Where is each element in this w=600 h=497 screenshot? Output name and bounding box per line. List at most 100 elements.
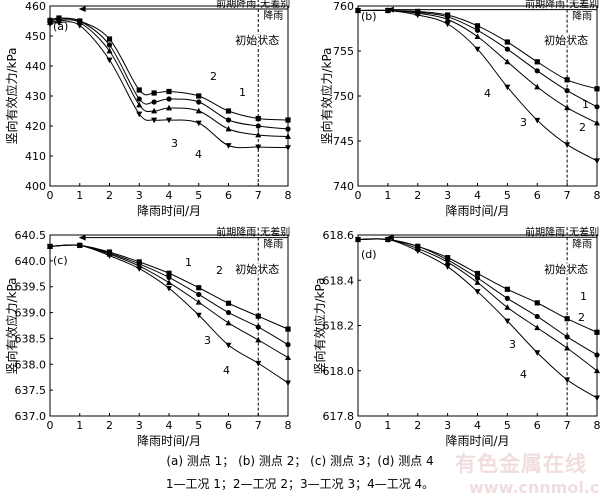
x-tick-label: 5 [195,419,202,432]
series-4-point [384,237,391,243]
series-4-point [136,266,143,272]
series-4-point [355,8,361,14]
x-tick-label: 6 [534,189,541,202]
series-2-point [534,313,540,320]
series-label-3: 3 [171,137,178,150]
series-4-point [414,12,421,19]
series-1-point [564,77,570,83]
series-1-point [255,115,261,122]
series-2-point [166,274,172,281]
y-axis-label: 竖向有效应力/kPa [4,277,19,374]
series-4-point [285,145,291,151]
series-3-point [225,319,232,326]
x-tick-label: 5 [504,419,511,432]
series-label-1: 1 [582,98,589,111]
series-2-point [166,96,172,102]
series-2-point [255,123,261,129]
series-4-point [166,285,172,292]
series-2-point [474,27,481,33]
series-label-2: 2 [578,311,585,324]
series-4-point [76,242,83,249]
series-4-point [285,380,291,387]
y-tick-label: 760 [333,0,354,13]
series-4-point [504,84,511,91]
series-label-2: 2 [210,70,217,83]
x-tick-label: 2 [106,419,113,432]
series-1-point [504,286,510,292]
y-tick-label: 638.5 [15,332,47,345]
y-axis-label: 竖向有效应力/kPa [319,47,334,144]
y-tick-label: 460 [25,0,46,13]
y-tick-label: 440 [25,60,46,73]
y-tick-label: 617.8 [323,410,355,423]
y-tick-label: 639.5 [15,281,47,294]
series-2-point [534,68,540,74]
series-4-point [355,237,361,243]
x-tick-label: 7 [564,419,571,432]
series-1-point [196,285,202,291]
series-4-point [444,264,451,270]
x-tick-label: 2 [414,189,421,202]
series-2-point [564,334,570,340]
series-3-point [285,133,291,139]
plot-frame [49,5,289,187]
series-3-point [151,107,158,114]
period-arrow-head [78,6,86,12]
x-tick-label: 7 [564,189,571,202]
series-2-point [225,117,232,123]
series-1-point [166,88,172,95]
series-4-point [195,120,202,127]
x-tick-label: 2 [414,419,421,432]
series-1-point [285,117,291,123]
annotation-no-difference: 无差别 [260,0,290,10]
series-2-point [474,275,481,281]
series-label-1: 1 [580,290,587,303]
series-line-1 [357,238,598,333]
series-4-point [166,117,172,124]
x-tick-label: 0 [47,189,54,202]
series-3-point [225,125,232,132]
series-2-point [151,99,157,105]
series-4-point [55,20,62,26]
series-4-point [255,360,262,367]
series-1-point [136,87,142,93]
annotation-initial-state: 初始状态 [235,262,279,276]
annotation-prior-rain: 前期降雨 [216,0,256,10]
x-tick-label: 0 [47,419,54,432]
y-tick-label: 640.0 [15,255,47,268]
series-1-point [474,270,481,277]
series-1-point [594,86,600,92]
y-tick-label: 430 [25,90,46,103]
series-2-point [196,291,202,298]
panel-label: (b) [361,10,377,23]
x-axis-label: 降雨时间/月 [445,204,509,218]
y-tick-label: 640.5 [15,229,47,242]
x-tick-label: 0 [355,189,362,202]
series-3-point [474,33,481,39]
series-1-point [594,329,600,335]
x-tick-label: 3 [444,419,451,432]
series-1-point [225,108,232,114]
series-3-point [166,279,172,285]
x-tick-label: 2 [106,189,113,202]
series-1-point [474,23,481,29]
annotation-no-difference: 无差别 [260,226,290,239]
series-2-point [106,42,113,48]
y-axis-label: 竖向有效应力/kPa [312,277,327,374]
series-4-point [136,111,143,118]
y-tick-label: 740 [333,180,354,193]
x-tick-label: 5 [504,189,511,202]
series-4-point [474,46,481,53]
x-axis-label: 降雨时间/月 [137,434,201,448]
series-3-point [444,16,451,22]
series-2-point [594,352,600,358]
annotation-prior-rain: 前期降雨 [525,0,565,11]
series-4-point [47,21,53,28]
series-label-3: 3 [204,334,211,347]
annotation-prior-rain: 前期降雨 [216,226,256,239]
annotation-initial-state: 初始状态 [235,33,279,47]
series-label-4: 4 [195,148,202,161]
series-3-point [594,119,600,126]
series-4-point [384,8,391,14]
series-line-2 [357,238,598,356]
